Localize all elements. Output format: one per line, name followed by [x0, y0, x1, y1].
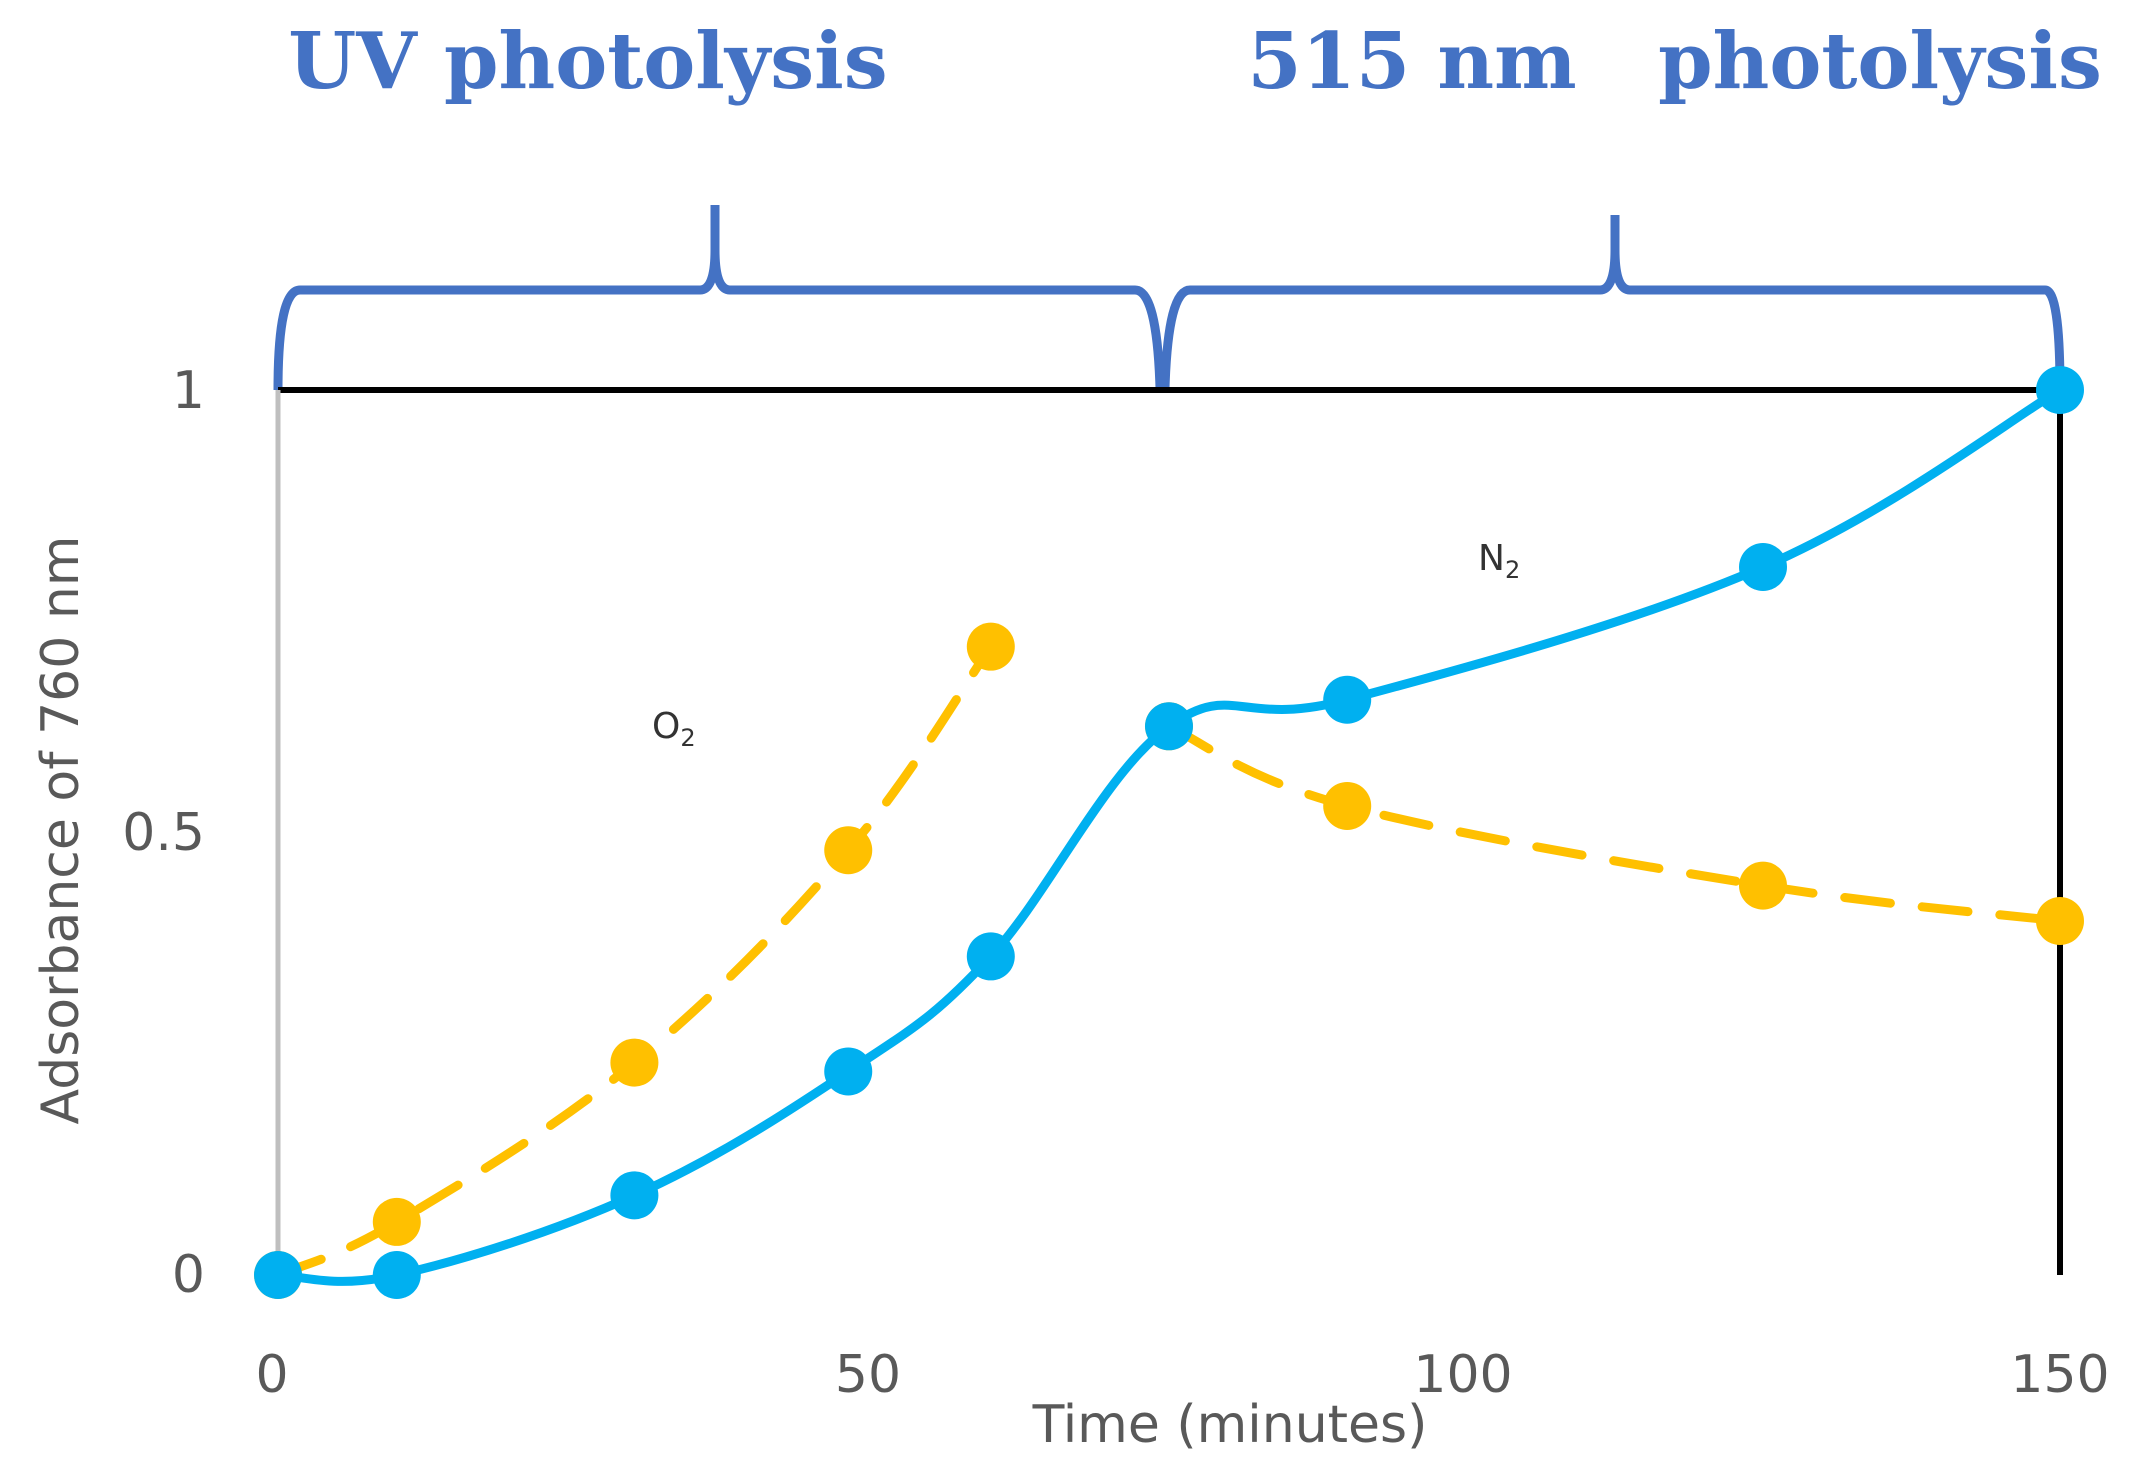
x-tick-label: 0	[255, 1345, 288, 1405]
o2-data-point	[2036, 897, 2084, 945]
515nm-label: 515 nm	[1247, 16, 1576, 107]
n2-data-point	[372, 1251, 421, 1299]
n2-data-point	[1323, 675, 1372, 724]
n2-series-label: N2	[1478, 538, 1520, 584]
uv-brace	[273, 205, 1165, 391]
series-layer	[254, 366, 2084, 1299]
uv-photolysis-label: UV photolysis	[288, 16, 887, 107]
o2-data-point	[610, 1038, 659, 1087]
n2-data-point	[2036, 366, 2084, 414]
x-axis-title: Time (minutes)	[1032, 1395, 1428, 1455]
y-axis-title: Adsorbance of 760 nm	[31, 536, 91, 1125]
n2-line-segment-0	[273, 385, 2065, 1286]
o2-line-segment-1	[1164, 721, 2065, 926]
n2-data-point	[610, 1171, 659, 1220]
x-tick-label: 50	[835, 1345, 901, 1405]
o2-data-point	[966, 622, 1015, 671]
o2-data-point	[824, 826, 873, 875]
n2-data-point	[254, 1251, 302, 1299]
y-tick-label: 0.5	[122, 803, 205, 863]
x-tick-label: 150	[2010, 1345, 2109, 1405]
o2-data-point	[1323, 781, 1372, 830]
y-tick-label: 1	[172, 361, 205, 421]
n2-data-point	[824, 1047, 873, 1096]
y-tick-label: 0	[172, 1245, 205, 1305]
o2-data-point	[1739, 861, 1787, 910]
o2-series-label: O2	[652, 706, 696, 752]
n2-data-point	[966, 932, 1015, 981]
x-tick-label: 100	[1413, 1345, 1512, 1405]
photolysis-label: photolysis	[1658, 16, 2102, 107]
n2-data-point	[1145, 702, 1193, 751]
n2-data-point	[1739, 543, 1787, 591]
515nm-brace	[1160, 215, 2065, 391]
o2-data-point	[372, 1197, 421, 1246]
